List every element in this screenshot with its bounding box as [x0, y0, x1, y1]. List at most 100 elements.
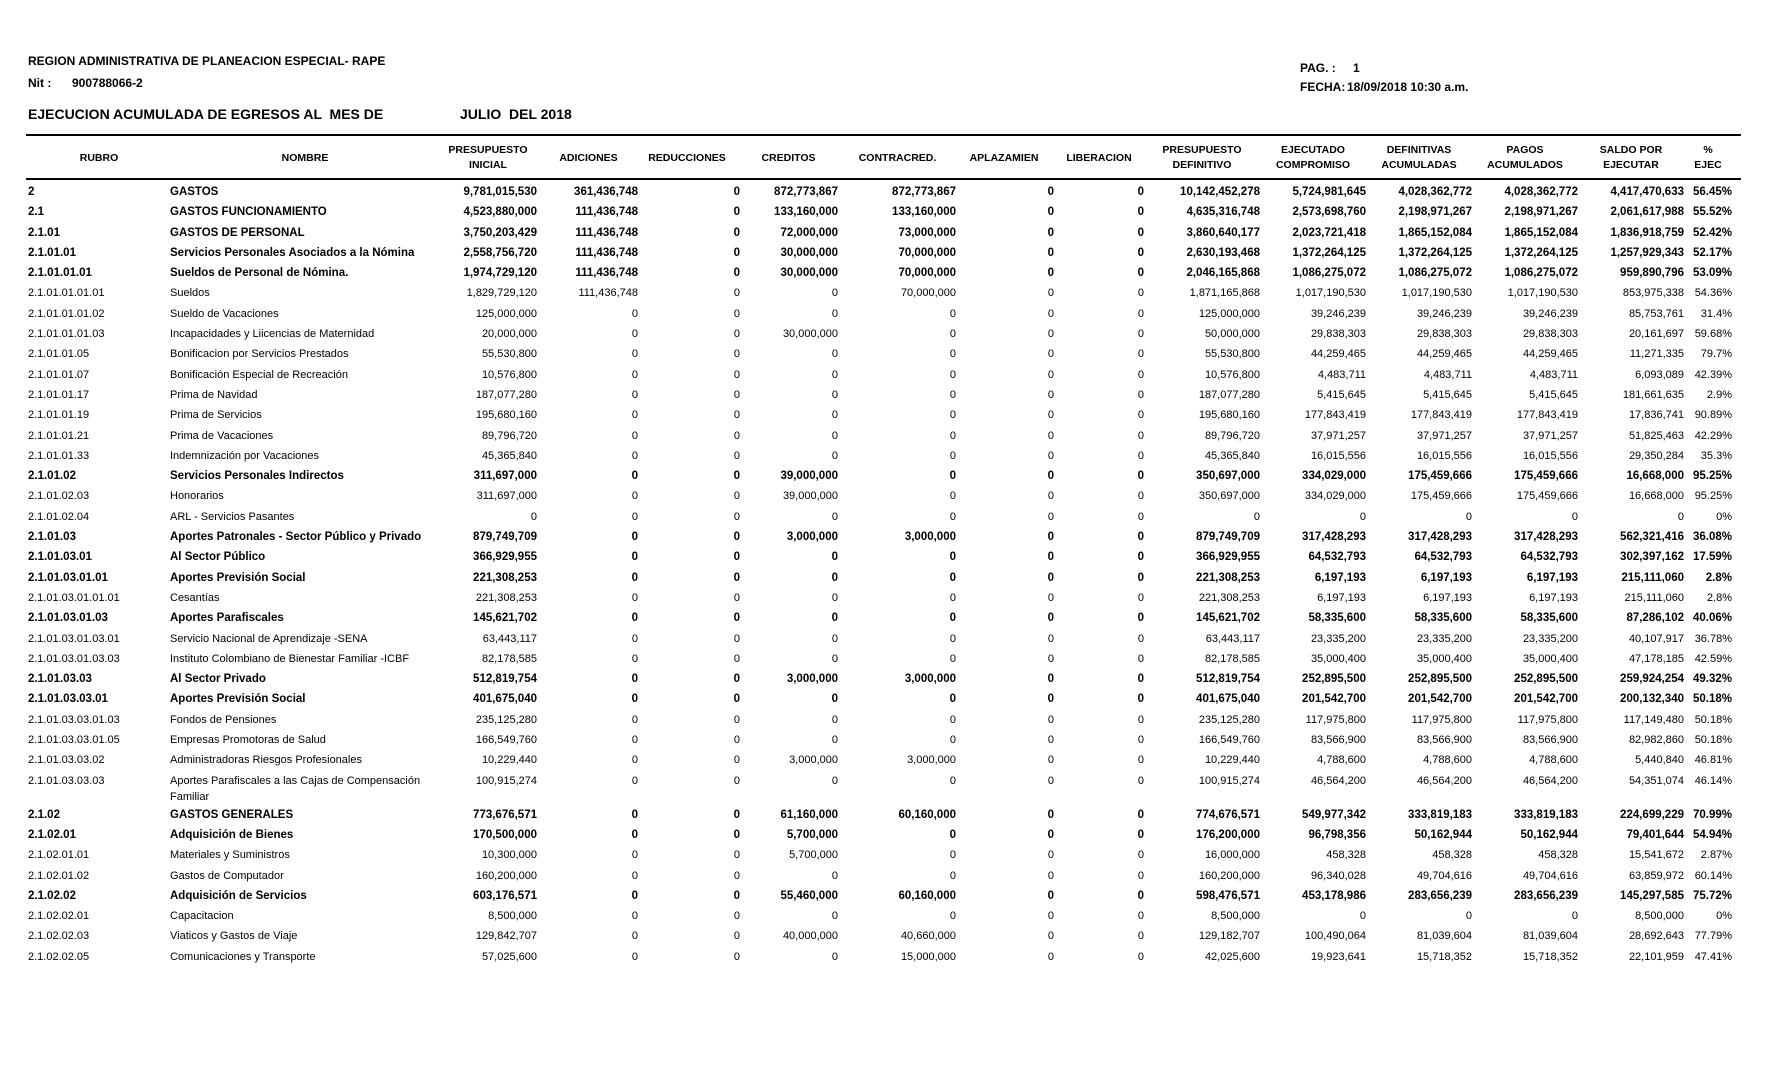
cell-presupuesto-inicial: 82,178,585 — [481, 652, 537, 665]
cell-creditos: 0 — [831, 774, 838, 787]
cell-adiciones: 0 — [631, 490, 638, 503]
cell-contracreditos: 60,160,000 — [898, 808, 956, 821]
cell-definitivas-acumuladas: 4,028,362,772 — [1398, 186, 1472, 198]
cell-saldo-por-ejecutar: 181,661,635 — [1622, 388, 1684, 401]
table-row: 2.1.01.03.03.02 Administradoras Riesgos P… — [0, 750, 1792, 770]
cell-ejecutado-compromiso: 100,490,064 — [1304, 930, 1366, 943]
cell-saldo-por-ejecutar: 2,061,617,988 — [1610, 206, 1684, 219]
cell-presupuesto-inicial: 89,796,720 — [481, 429, 537, 442]
cell-presupuesto-inicial: 170,500,000 — [473, 828, 537, 841]
cell-porcentaje-ejecucion: 53.09% — [1692, 267, 1732, 280]
cell-presupuesto-inicial: 10,300,000 — [481, 849, 537, 862]
cell-rubro: 2.1.01.01 — [28, 246, 76, 259]
cell-rubro: 2.1.01.03.03.01.03 — [28, 713, 120, 726]
cell-adiciones: 111,436,748 — [575, 226, 638, 239]
cell-pagos-acumulados: 1,865,152,084 — [1504, 226, 1578, 239]
cell-definitivas-acumuladas: 35,000,400 — [1416, 652, 1472, 665]
cell-porcentaje-ejecucion: 54.36% — [1694, 287, 1732, 300]
cell-rubro: 2.1.01.01.01.03 — [28, 328, 105, 341]
cell-adiciones: 361,436,748 — [574, 186, 638, 198]
cell-adiciones: 0 — [631, 551, 638, 564]
cell-nombre: GASTOS DE PERSONAL — [170, 226, 305, 239]
cell-reducciones: 0 — [733, 632, 740, 645]
table-row: 2.1.01.03.01.01 Aportes Previsión Social 2… — [0, 568, 1792, 588]
cell-presupuesto-definitivo: 2,630,193,468 — [1186, 246, 1260, 259]
cell-definitivas-acumuladas: 5,415,645 — [1423, 388, 1472, 401]
cell-reducciones: 0 — [733, 490, 740, 503]
cell-presupuesto-inicial: 221,308,253 — [473, 571, 537, 584]
cell-reducciones: 0 — [733, 267, 740, 280]
cell-creditos: 40,000,000 — [782, 930, 838, 943]
cell-rubro: 2.1.01.01.33 — [28, 449, 90, 462]
table-row: 2.1.01.03.01.03 Aportes Parafiscales 145,6… — [0, 608, 1792, 628]
cell-nombre: Materiales y Suministros — [170, 849, 290, 862]
cell-nombre: Servicio Nacional de Aprendizaje -SENA — [170, 632, 368, 645]
cell-definitivas-acumuladas: 1,372,264,125 — [1398, 246, 1472, 259]
cell-nombre: Instituto Colombiano de Bienestar Famili… — [170, 652, 410, 665]
cell-contracreditos: 15,000,000 — [900, 950, 956, 963]
cell-presupuesto-definitivo: 235,125,280 — [1198, 713, 1260, 726]
cell-contracreditos: 0 — [949, 429, 956, 442]
cell-reducciones: 0 — [733, 551, 740, 564]
cell-presupuesto-definitivo: 350,697,000 — [1196, 470, 1260, 483]
cell-aplazamientos: 0 — [1047, 734, 1054, 747]
cell-creditos: 39,000,000 — [780, 470, 838, 483]
cell-definitivas-acumuladas: 6,197,193 — [1423, 591, 1472, 604]
cell-aplazamientos: 0 — [1047, 849, 1054, 862]
cell-nombre: GASTOS GENERALES — [170, 808, 294, 821]
cell-rubro: 2.1.01.03.03 — [28, 673, 92, 686]
cell-aplazamientos: 0 — [1047, 429, 1054, 442]
cell-adiciones: 0 — [631, 849, 638, 862]
cell-creditos: 0 — [831, 368, 838, 381]
cell-aplazamientos: 0 — [1047, 388, 1054, 401]
table-row: 2.1.01.02.03 Honorarios 311,697,000 0 0 39,00… — [0, 486, 1792, 506]
cell-ejecutado-compromiso: 5,415,645 — [1317, 388, 1366, 401]
cell-ejecutado-compromiso: 252,895,500 — [1302, 673, 1366, 686]
cell-porcentaje-ejecucion: 52.42% — [1692, 226, 1732, 239]
cell-ejecutado-compromiso: 177,843,419 — [1304, 409, 1366, 422]
cell-saldo-por-ejecutar: 20,161,697 — [1628, 328, 1684, 341]
cell-nombre: Indemnización por Vacaciones — [170, 449, 319, 462]
cell-contracreditos: 73,000,000 — [898, 226, 956, 239]
cell-pagos-acumulados: 16,015,556 — [1522, 449, 1578, 462]
column-header-nombre: NOMBRE — [281, 151, 329, 164]
cell-porcentaje-ejecucion: 2.8% — [1705, 571, 1732, 584]
cell-reducciones: 0 — [733, 849, 740, 862]
nit-label: Nit : — [28, 76, 52, 90]
cell-contracreditos: 0 — [949, 910, 956, 923]
cell-adiciones: 0 — [631, 307, 638, 320]
cell-rubro: 2.1.01.02 — [28, 470, 76, 483]
cell-presupuesto-inicial: 10,229,440 — [481, 754, 537, 767]
table-row: 2.1.01.01.19 Prima de Servicios 195,680,16… — [0, 405, 1792, 425]
cell-aplazamientos: 0 — [1047, 910, 1054, 923]
cell-liberacion: 0 — [1137, 186, 1144, 198]
column-header-saldo-por-ejecutar: SALDO POR EJECUTAR — [1599, 144, 1663, 171]
cell-saldo-por-ejecutar: 16,668,000 — [1628, 490, 1684, 503]
cell-rubro: 2.1.01 — [28, 226, 60, 239]
cell-saldo-por-ejecutar: 6,093,089 — [1635, 368, 1684, 381]
cell-adiciones: 0 — [631, 531, 638, 544]
table-row: 2.1.01 GASTOS DE PERSONAL 3,750,203,429 111… — [0, 223, 1792, 243]
cell-definitivas-acumuladas: 1,017,190,530 — [1401, 287, 1472, 300]
cell-pagos-acumulados: 0 — [1571, 910, 1578, 923]
cell-reducciones: 0 — [733, 368, 740, 381]
cell-saldo-por-ejecutar: 85,753,761 — [1628, 307, 1684, 320]
cell-presupuesto-inicial: 166,549,760 — [475, 734, 537, 747]
cell-ejecutado-compromiso: 453,178,986 — [1302, 889, 1366, 902]
cell-aplazamientos: 0 — [1047, 632, 1054, 645]
cell-creditos: 0 — [831, 910, 838, 923]
cell-liberacion: 0 — [1137, 267, 1144, 280]
cell-nombre: Bonificación Especial de Recreación — [170, 368, 348, 381]
table-row: 2.1.02.02.05 Comunicaciones y Transporte 5… — [0, 947, 1792, 967]
cell-pagos-acumulados: 44,259,465 — [1522, 348, 1578, 361]
cell-liberacion: 0 — [1137, 774, 1144, 787]
cell-adiciones: 0 — [631, 713, 638, 726]
cell-presupuesto-definitivo: 350,697,000 — [1198, 490, 1260, 503]
cell-reducciones: 0 — [733, 246, 740, 259]
cell-saldo-por-ejecutar: 15,541,672 — [1628, 849, 1684, 862]
cell-presupuesto-inicial: 20,000,000 — [481, 328, 537, 341]
cell-creditos: 5,700,000 — [786, 828, 838, 841]
cell-presupuesto-definitivo: 129,182,707 — [1198, 930, 1260, 943]
cell-presupuesto-definitivo: 221,308,253 — [1196, 571, 1260, 584]
cell-contracreditos: 3,000,000 — [907, 754, 956, 767]
